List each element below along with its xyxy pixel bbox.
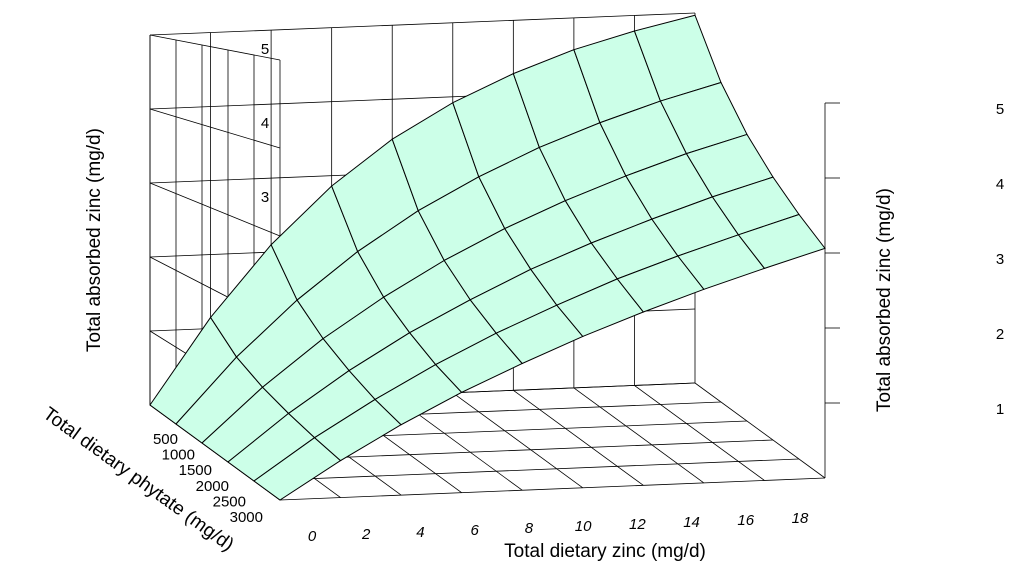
x-axis-label: Total dietary zinc (mg/d) [504, 541, 706, 562]
x-tick-label: 10 [575, 518, 592, 535]
z2-tick-label: 2 [996, 326, 1004, 343]
side-wall-grid-line [149, 182, 281, 237]
z-axis-label: Total absorbed zinc (mg/d) [84, 128, 105, 352]
x-tick-label: 8 [525, 520, 534, 537]
z-tick-label: 3 [261, 189, 269, 206]
floor-grid-line [694, 382, 826, 479]
y-tick-label: 1000 [162, 447, 195, 464]
y-tick-label: 500 [153, 431, 178, 448]
x-tick-label: 18 [792, 510, 809, 527]
z-tick-label: 4 [261, 115, 269, 132]
z2-axis-label: Total absorbed zinc (mg/d) [874, 188, 895, 412]
z2-tick-label: 1 [996, 401, 1004, 418]
floor-grid-line [573, 387, 705, 484]
x-tick-label: 14 [683, 514, 700, 531]
z2-tick-label: 5 [996, 101, 1004, 118]
x-tick-label: 0 [308, 528, 317, 545]
x-tick-label: 4 [416, 524, 424, 541]
y-tick-label: 1500 [179, 462, 212, 479]
z2-tick-label: 4 [996, 176, 1004, 193]
surface-cell [737, 213, 826, 269]
side-wall-grid-line [149, 34, 281, 61]
z2-tick-label: 3 [996, 251, 1004, 268]
x-tick-label: 16 [737, 512, 754, 529]
floor-grid-line [513, 390, 644, 486]
side-wall-grid-line [149, 108, 281, 149]
floor-grid-line [279, 477, 826, 501]
floor-grid-line [452, 392, 584, 489]
x-tick-label: 2 [361, 526, 371, 543]
y-tick-label: 3000 [230, 509, 263, 526]
x-tick-label: 12 [629, 516, 646, 533]
y-tick-label: 2500 [213, 493, 246, 510]
floor-grid-line [253, 458, 800, 482]
x-tick-label: 6 [470, 522, 479, 539]
back-wall-grid-line [149, 12, 696, 36]
z-tick-label: 5 [261, 41, 269, 58]
y-tick-label: 2000 [196, 478, 229, 495]
floor-grid-line [634, 385, 765, 481]
